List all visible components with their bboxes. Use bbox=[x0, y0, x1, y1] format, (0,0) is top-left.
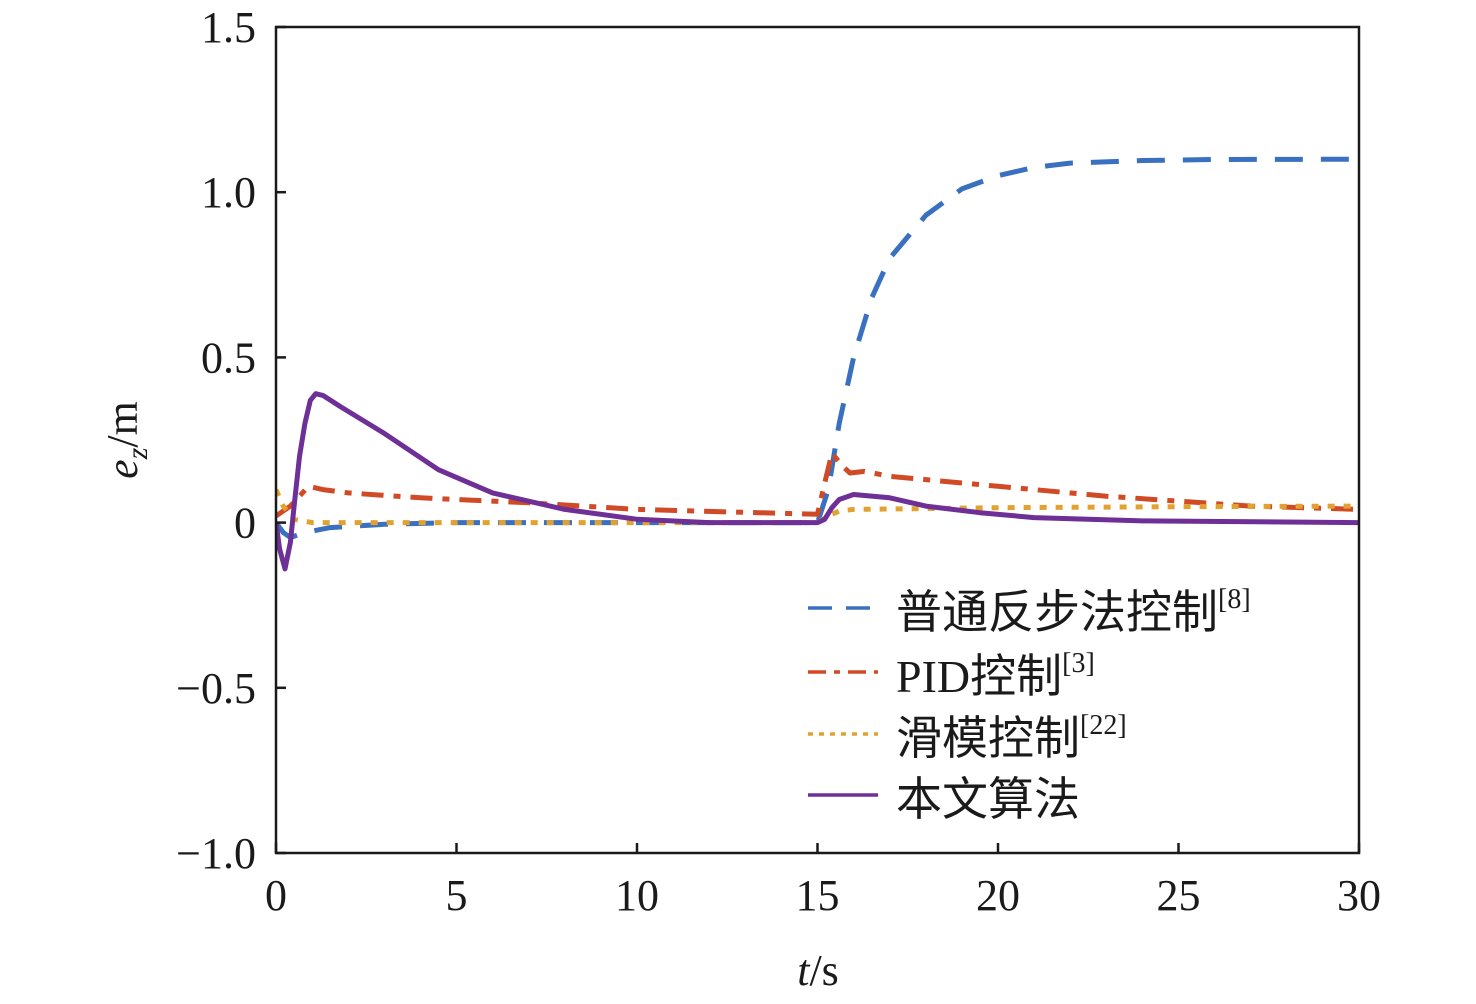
y-axis-label-italic: e bbox=[98, 459, 147, 479]
series-line-3 bbox=[276, 391, 1359, 572]
x-tick-label: 30 bbox=[1337, 871, 1381, 920]
legend-ref: [3] bbox=[1062, 648, 1095, 679]
x-tick-label: 10 bbox=[615, 871, 659, 920]
legend-label-0: 普通反步法控制[8] bbox=[896, 584, 1251, 638]
legend-ref: [8] bbox=[1218, 584, 1251, 615]
legend-ref: [22] bbox=[1080, 710, 1127, 741]
y-tick-label: 1.5 bbox=[201, 3, 256, 52]
x-axis-label-unit: /s bbox=[809, 946, 838, 995]
y-tick-label: −0.5 bbox=[176, 664, 256, 713]
plot-frame bbox=[274, 25, 1361, 855]
y-axis-label-subscript: z bbox=[121, 447, 154, 460]
x-tick-label: 25 bbox=[1157, 871, 1201, 920]
y-tick-label: 0 bbox=[234, 499, 256, 548]
legend-label-3: 本文算法 bbox=[896, 774, 1080, 825]
legend-label-1: PID控制[3] bbox=[896, 648, 1095, 702]
legend-label-2: 滑模控制[22] bbox=[896, 710, 1127, 764]
x-tick-label: 15 bbox=[796, 871, 840, 920]
legend-name: 本文算法 bbox=[896, 774, 1080, 825]
y-tick-label: −1.0 bbox=[176, 829, 256, 878]
y-axis-label: ez/m bbox=[98, 401, 154, 479]
series-line-0 bbox=[276, 156, 1359, 540]
legend-name: PID控制 bbox=[896, 651, 1062, 702]
x-tick-label: 5 bbox=[446, 871, 468, 920]
y-tick-label: 0.5 bbox=[201, 333, 256, 382]
series-line-1 bbox=[276, 450, 1359, 519]
legend-name: 滑模控制 bbox=[896, 713, 1080, 764]
x-axis-label-italic: t bbox=[797, 946, 811, 995]
x-axis-label: t/s bbox=[797, 946, 839, 995]
x-tick-label: 0 bbox=[265, 871, 287, 920]
y-axis-label-unit: /m bbox=[98, 401, 147, 447]
x-tick-label: 20 bbox=[976, 871, 1020, 920]
legend-name: 普通反步法控制 bbox=[896, 587, 1218, 638]
y-tick-label: 1.0 bbox=[201, 168, 256, 217]
